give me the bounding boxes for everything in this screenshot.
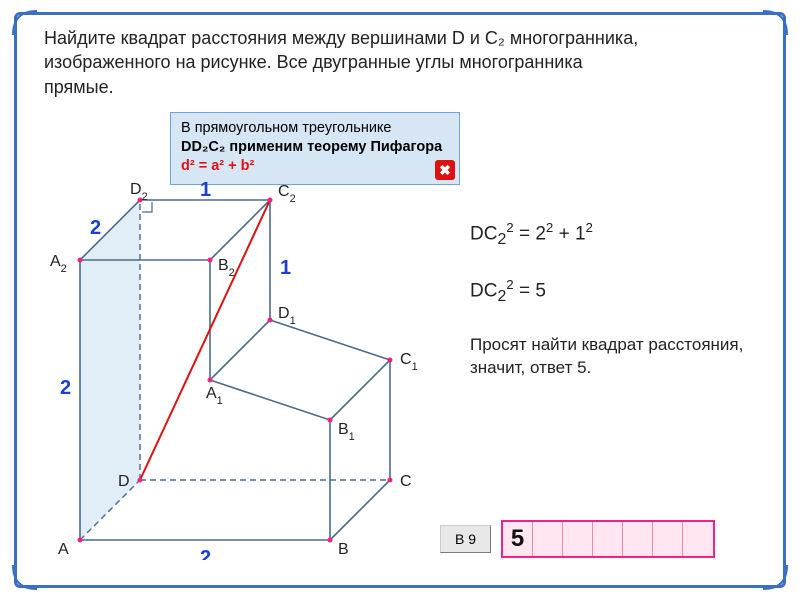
problem-statement: Найдите квадрат расстояния между вершина… <box>44 26 644 99</box>
hint-line2: DD₂C₂ применим теорему Пифагора <box>181 138 449 157</box>
answer-label-button[interactable]: В 9 <box>440 525 491 553</box>
svg-text:1: 1 <box>200 180 211 201</box>
answer-cell: 5 <box>503 522 533 556</box>
hint-line1: В прямоугольном треугольнике <box>181 119 449 138</box>
calc-step-1: DC22 = 22 + 12 <box>470 220 760 249</box>
answer-cells: 5 <box>501 520 715 558</box>
answer-cell <box>563 522 593 556</box>
svg-text:B1: B1 <box>338 421 355 443</box>
calc-step-2: DC22 = 5 <box>470 277 760 306</box>
svg-text:A2: A2 <box>50 253 67 275</box>
close-icon[interactable]: ✖ <box>435 160 455 180</box>
hint-callout: В прямоугольном треугольнике DD₂C₂ приме… <box>170 112 460 185</box>
svg-text:2: 2 <box>90 217 101 239</box>
svg-text:C1: C1 <box>400 351 418 373</box>
svg-text:2: 2 <box>200 547 211 560</box>
svg-text:B2: B2 <box>218 257 235 279</box>
answer-cell <box>653 522 683 556</box>
svg-text:D: D <box>118 473 130 490</box>
corner-tl-icon <box>11 9 39 37</box>
corner-tr-icon <box>761 9 789 37</box>
calculation-area: DC22 = 22 + 12 DC22 = 5 Просят найти ква… <box>470 220 760 408</box>
answer-cell <box>533 522 563 556</box>
polyhedron-diagram: ABCDA2B2C2D2A1B1C1D122211 <box>50 180 430 560</box>
hint-formula: d² = a² + b² <box>181 157 449 176</box>
svg-text:A: A <box>58 541 69 558</box>
svg-text:1: 1 <box>280 257 291 279</box>
calc-note: Просят найти квадрат расстояния, значит,… <box>470 334 760 380</box>
answer-cell <box>623 522 653 556</box>
corner-br-icon <box>761 563 789 591</box>
corner-bl-icon <box>11 563 39 591</box>
answer-cell <box>593 522 623 556</box>
svg-text:2: 2 <box>60 377 71 399</box>
svg-text:A1: A1 <box>206 385 223 407</box>
answer-cell <box>683 522 713 556</box>
svg-text:B: B <box>338 541 349 558</box>
answer-row: В 9 5 <box>440 520 715 558</box>
svg-text:C: C <box>400 473 412 490</box>
svg-text:C2: C2 <box>278 183 296 205</box>
